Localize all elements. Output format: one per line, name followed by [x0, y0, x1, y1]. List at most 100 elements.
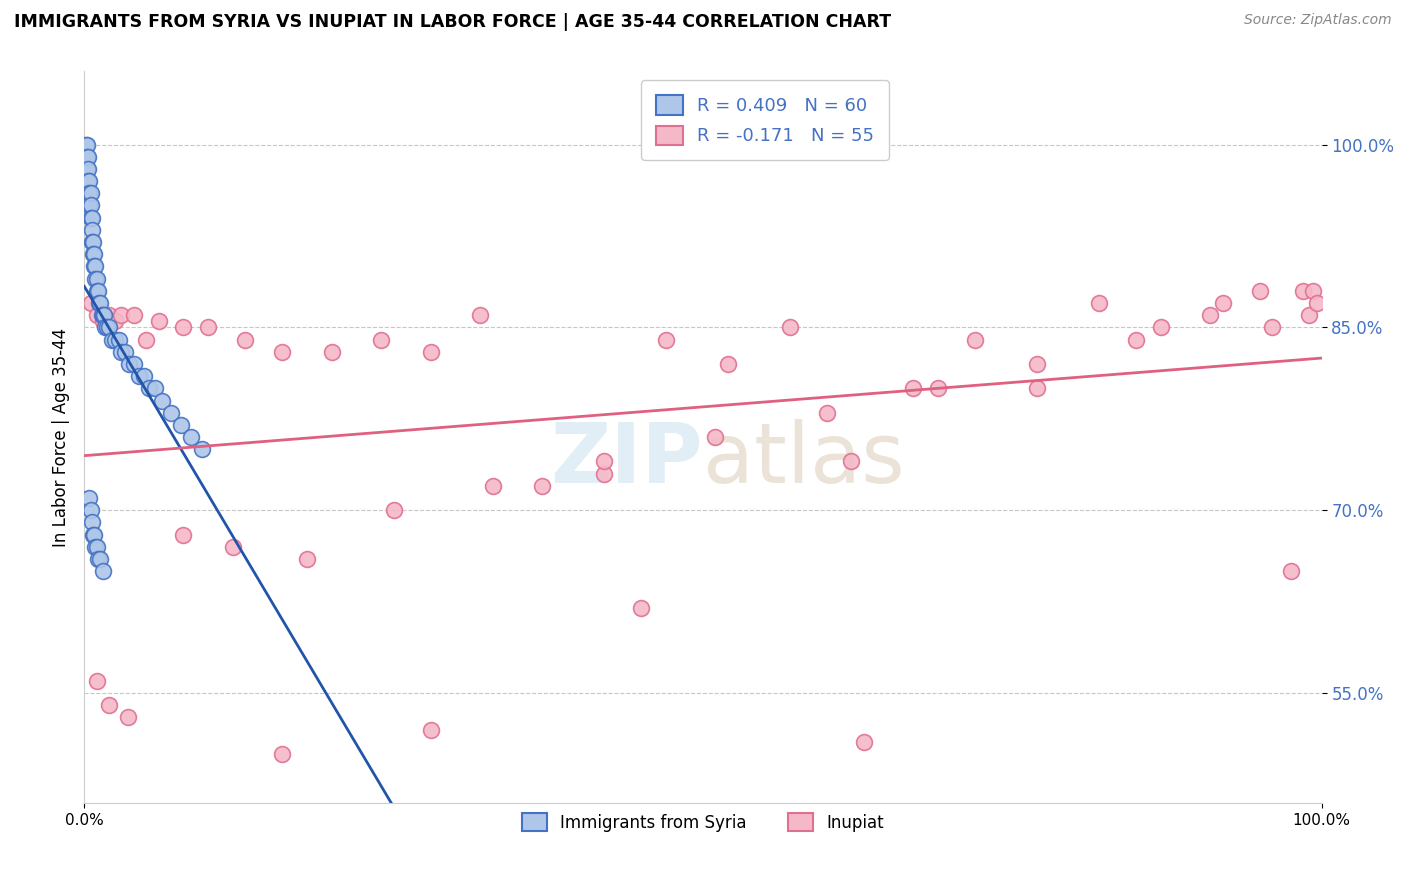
- Point: [222, 540, 245, 554]
- Point: [927, 381, 949, 395]
- Point: [98, 320, 121, 334]
- Point: [79, 186, 101, 201]
- Point: [84, 540, 107, 554]
- Point: [117, 710, 139, 724]
- Point: [852, 735, 875, 749]
- Point: [271, 344, 294, 359]
- Point: [370, 333, 392, 347]
- Point: [86, 540, 108, 554]
- Point: [89, 296, 111, 310]
- Point: [197, 320, 219, 334]
- Point: [98, 698, 121, 713]
- Text: IMMIGRANTS FROM SYRIA VS INUPIAT IN LABOR FORCE | AGE 35-44 CORRELATION CHART: IMMIGRANTS FROM SYRIA VS INUPIAT IN LABO…: [14, 13, 891, 31]
- Point: [118, 357, 141, 371]
- Point: [132, 369, 155, 384]
- Point: [170, 417, 193, 432]
- Point: [79, 503, 101, 517]
- Point: [172, 527, 194, 541]
- Text: ZIP: ZIP: [551, 418, 703, 500]
- Point: [79, 186, 101, 201]
- Point: [1212, 296, 1234, 310]
- Point: [110, 344, 132, 359]
- Point: [77, 174, 100, 188]
- Point: [93, 308, 115, 322]
- Point: [80, 223, 103, 237]
- Point: [965, 333, 987, 347]
- Point: [1249, 284, 1271, 298]
- Point: [83, 260, 105, 274]
- Point: [172, 320, 194, 334]
- Point: [80, 211, 103, 225]
- Point: [90, 308, 112, 322]
- Point: [80, 235, 103, 249]
- Point: [76, 161, 98, 176]
- Point: [382, 503, 405, 517]
- Point: [717, 357, 740, 371]
- Point: [82, 247, 104, 261]
- Point: [82, 235, 104, 249]
- Point: [91, 314, 114, 328]
- Point: [191, 442, 214, 457]
- Point: [148, 314, 170, 328]
- Point: [86, 308, 108, 322]
- Point: [903, 381, 925, 395]
- Point: [76, 137, 98, 152]
- Legend: Immigrants from Syria, Inupiat: Immigrants from Syria, Inupiat: [515, 806, 891, 838]
- Point: [91, 564, 114, 578]
- Point: [83, 247, 105, 261]
- Point: [86, 673, 108, 688]
- Point: [110, 308, 132, 322]
- Point: [135, 333, 157, 347]
- Point: [122, 357, 145, 371]
- Point: [128, 369, 150, 384]
- Point: [83, 527, 105, 541]
- Point: [1279, 564, 1302, 578]
- Point: [75, 150, 97, 164]
- Point: [79, 491, 101, 505]
- Point: [180, 430, 202, 444]
- Point: [841, 454, 863, 468]
- Point: [122, 308, 145, 322]
- Point: [114, 344, 136, 359]
- Point: [86, 284, 108, 298]
- Point: [84, 271, 107, 285]
- Point: [87, 552, 110, 566]
- Point: [138, 381, 160, 395]
- Point: [160, 406, 183, 420]
- Point: [1088, 296, 1111, 310]
- Point: [79, 174, 101, 188]
- Point: [779, 320, 801, 334]
- Point: [419, 723, 441, 737]
- Point: [82, 527, 104, 541]
- Point: [655, 333, 678, 347]
- Point: [233, 333, 256, 347]
- Point: [96, 320, 118, 334]
- Point: [1292, 284, 1315, 298]
- Point: [98, 308, 121, 322]
- Point: [80, 516, 103, 530]
- Point: [104, 314, 127, 328]
- Point: [86, 271, 108, 285]
- Point: [87, 284, 110, 298]
- Point: [481, 479, 503, 493]
- Point: [1302, 284, 1324, 298]
- Point: [1026, 357, 1049, 371]
- Point: [593, 467, 616, 481]
- Y-axis label: In Labor Force | Age 35-44: In Labor Force | Age 35-44: [52, 327, 70, 547]
- Point: [531, 479, 554, 493]
- Point: [1199, 308, 1222, 322]
- Point: [704, 430, 727, 444]
- Point: [1026, 381, 1049, 395]
- Text: atlas: atlas: [703, 418, 904, 500]
- Point: [84, 260, 107, 274]
- Point: [91, 308, 114, 322]
- Point: [470, 308, 492, 322]
- Point: [593, 454, 616, 468]
- Text: Source: ZipAtlas.com: Source: ZipAtlas.com: [1244, 13, 1392, 28]
- Point: [79, 198, 101, 212]
- Point: [79, 296, 101, 310]
- Point: [77, 161, 100, 176]
- Point: [143, 381, 166, 395]
- Point: [150, 393, 173, 408]
- Point: [1298, 308, 1320, 322]
